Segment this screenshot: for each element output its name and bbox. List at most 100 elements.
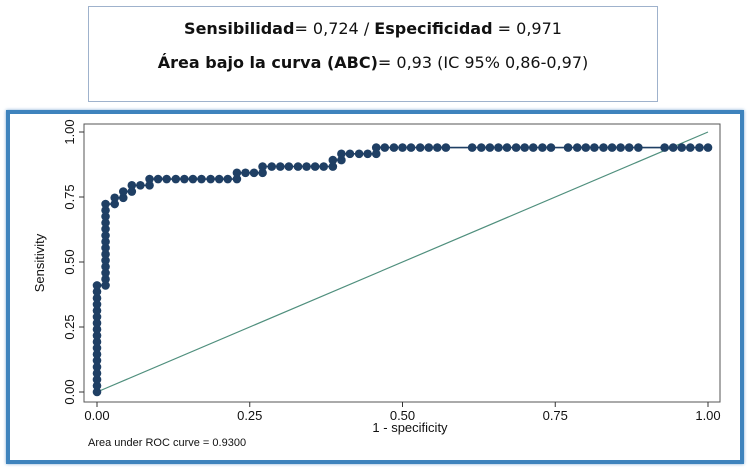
roc-point <box>101 268 110 278</box>
roc-point <box>685 143 695 152</box>
roc-point <box>110 199 120 209</box>
roc-point <box>424 143 434 152</box>
roc-point <box>92 356 102 365</box>
roc-point <box>258 168 267 178</box>
roc-point <box>110 193 120 203</box>
roc-point <box>206 174 215 184</box>
roc-point <box>371 149 381 159</box>
roc-point <box>118 193 128 203</box>
roc-point <box>101 218 110 228</box>
roc-point <box>345 149 355 159</box>
roc-point <box>319 162 328 171</box>
plot-area <box>83 123 721 403</box>
roc-point <box>241 168 250 178</box>
roc-point <box>92 337 102 347</box>
roc-point <box>563 143 573 152</box>
auc-note: Area under ROC curve = 0.9300 <box>88 437 246 449</box>
roc-point <box>581 143 591 152</box>
roc-point <box>389 143 399 152</box>
roc-point <box>258 162 267 171</box>
summary-box: Sensibilidad= 0,724 / Especificidad = 0,… <box>88 6 658 102</box>
roc-point <box>668 143 678 152</box>
roc-point <box>197 174 206 184</box>
roc-point <box>92 368 102 378</box>
auc-line: Área bajo la curva (ABC)= 0,93 (IC 95% 0… <box>89 53 657 72</box>
roc-point <box>267 162 277 171</box>
roc-point <box>538 143 547 152</box>
y-tick-label: 0.00 <box>62 379 77 404</box>
roc-point <box>92 387 102 397</box>
roc-point <box>328 162 338 171</box>
x-axis-title: 1 - specificity <box>372 420 448 435</box>
roc-point <box>92 375 102 384</box>
roc-point <box>337 155 346 165</box>
roc-curve-line <box>96 146 708 392</box>
roc-point <box>101 256 110 265</box>
roc-chart: 0.00 0.25 0.50 0.75 1.00 0.00 0.25 0.50 0.75 1.0… <box>32 119 721 449</box>
roc-point <box>354 149 364 159</box>
x-axis: 0.00 0.25 0.50 0.75 1.00 <box>84 402 721 423</box>
roc-point <box>310 162 320 171</box>
roc-point <box>127 181 137 190</box>
roc-point <box>695 143 704 152</box>
sensitivity-specificity-line: Sensibilidad= 0,724 / Especificidad = 0,… <box>89 19 657 38</box>
roc-point <box>363 149 372 159</box>
roc-point <box>502 143 512 152</box>
x-tick-label: 1.00 <box>695 408 720 423</box>
roc-point <box>380 143 390 152</box>
roc-point <box>441 143 451 152</box>
auc-value: = 0,93 (IC 95% 0,86-0,97) <box>377 53 589 72</box>
roc-point <box>101 224 110 234</box>
roc-point <box>92 350 102 359</box>
roc-point <box>406 143 416 152</box>
roc-point <box>92 325 102 334</box>
chart-frame: 0.00 0.25 0.50 0.75 1.00 0.00 0.25 0.50 0.75 1.0… <box>6 110 744 464</box>
y-tick-label: 0.50 <box>62 249 77 274</box>
x-tick-label: 0.00 <box>84 408 109 423</box>
y-tick-label: 1.00 <box>62 119 77 144</box>
roc-point <box>371 143 381 152</box>
roc-point <box>92 306 102 315</box>
roc-point <box>520 143 529 152</box>
roc-point <box>101 274 110 284</box>
x-tick-label: 0.75 <box>543 408 568 423</box>
roc-point <box>92 293 102 303</box>
roc-point <box>214 174 224 184</box>
roc-point <box>101 237 110 247</box>
roc-point <box>302 162 311 171</box>
roc-point <box>92 362 102 372</box>
roc-point <box>703 143 713 152</box>
roc-point <box>101 212 110 221</box>
roc-point <box>92 312 102 322</box>
roc-point <box>232 174 242 184</box>
roc-point <box>92 381 102 391</box>
roc-point <box>153 174 163 184</box>
roc-point <box>337 149 346 159</box>
roc-point <box>276 162 285 171</box>
roc-points <box>92 143 713 397</box>
roc-point <box>494 143 503 152</box>
roc-point <box>528 143 538 152</box>
sensitivity-label: Sensibilidad <box>184 19 295 38</box>
roc-point <box>101 199 110 209</box>
roc-point <box>92 281 102 290</box>
x-tick-label: 0.25 <box>237 408 262 423</box>
specificity-value: = 0,971 <box>492 19 562 38</box>
roc-point <box>188 174 198 184</box>
roc-point <box>127 187 137 196</box>
roc-point <box>101 243 110 253</box>
roc-point <box>546 143 556 152</box>
roc-point <box>162 174 171 184</box>
y-axis: 0.00 0.25 0.50 0.75 1.00 <box>62 119 84 405</box>
roc-point <box>328 155 338 165</box>
roc-point <box>101 281 110 290</box>
specificity-label: Especificidad <box>374 19 493 38</box>
roc-point <box>599 143 608 152</box>
roc-point <box>92 331 102 340</box>
roc-point <box>433 143 442 152</box>
roc-point <box>92 318 102 328</box>
roc-point <box>101 205 110 215</box>
roc-point <box>607 143 617 152</box>
roc-point <box>477 143 486 152</box>
roc-point <box>101 231 110 240</box>
